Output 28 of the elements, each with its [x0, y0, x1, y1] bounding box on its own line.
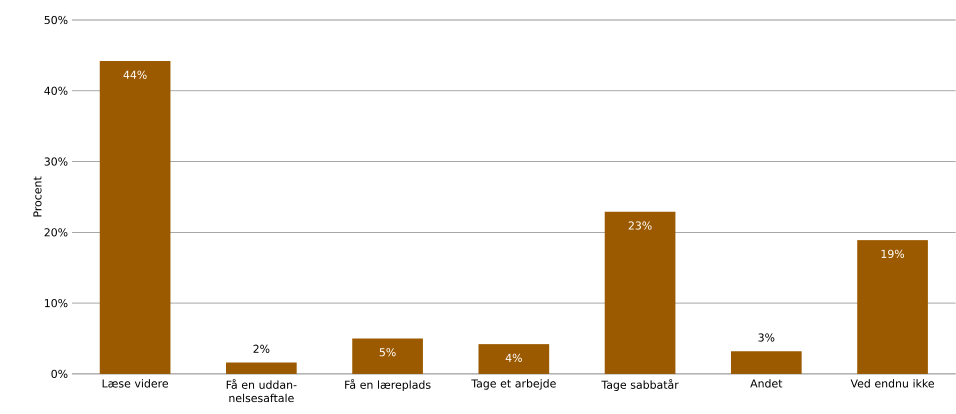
x-tick-label: Tage sabbatår	[601, 379, 679, 392]
data-label: 3%	[758, 333, 774, 342]
y-tick-label: 50%	[44, 16, 68, 24]
data-label: 19%	[882, 250, 904, 258]
data-label: 23%	[628, 221, 652, 230]
data-label: 4%	[506, 354, 522, 362]
bar	[857, 240, 928, 374]
x-tick-label: Få en læreplads	[345, 379, 431, 392]
bar	[730, 351, 802, 374]
y-tick-label: 40%	[44, 86, 68, 95]
y-tick-label: 30%	[44, 157, 68, 166]
bar	[226, 362, 297, 374]
data-label: 5%	[380, 348, 396, 356]
bar	[478, 344, 550, 374]
x-tick-label: Ved endnu ikke	[850, 379, 934, 388]
y-tick-label: 20%	[44, 228, 68, 237]
y-axis-title: Procent	[33, 176, 42, 217]
bar	[352, 338, 423, 374]
data-label: 44%	[123, 70, 147, 79]
y-tick-label: 10%	[44, 299, 68, 308]
y-tick-label: 0%	[51, 370, 68, 378]
bar	[100, 61, 170, 374]
x-tick-label: Tage et arbejde	[471, 379, 556, 390]
x-tick-label: Andet	[750, 379, 782, 388]
x-tick-label: Få en uddan-nelsesaftale	[226, 379, 296, 402]
bar	[604, 212, 676, 374]
data-label: 2%	[253, 344, 270, 354]
x-tick-label: Læse videre	[102, 379, 168, 388]
